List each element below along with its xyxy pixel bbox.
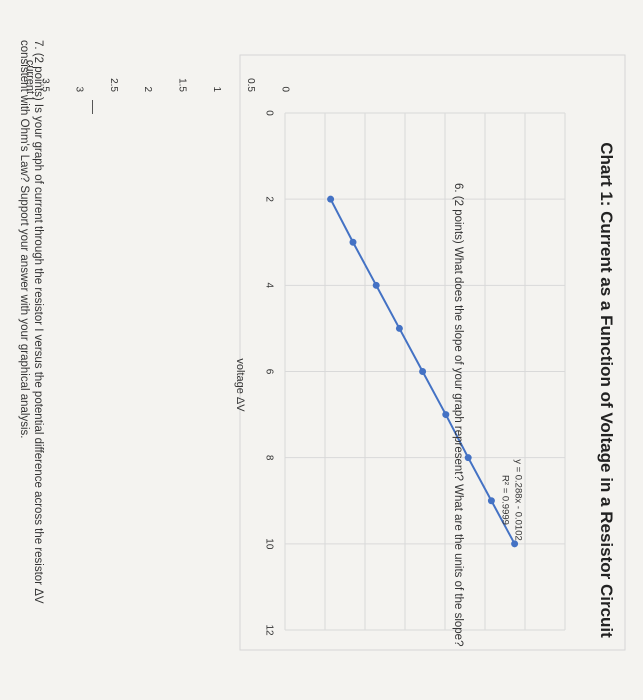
data-point xyxy=(487,497,495,505)
text-cursor xyxy=(92,100,93,114)
x-tick-label: 4 xyxy=(263,283,274,289)
y-axis-title: current I xyxy=(24,60,36,100)
y-tick-label: 1.5 xyxy=(177,78,188,92)
y-tick-label: 0 xyxy=(279,86,290,92)
x-tick-label: 6 xyxy=(263,369,274,375)
question-6: 6. (2 points) What does the slope of you… xyxy=(452,183,464,647)
x-axis-title: voltage ΔV xyxy=(234,358,246,412)
data-point xyxy=(372,281,380,289)
x-tick-label: 0 xyxy=(263,110,274,116)
y-tick-label: 3.5 xyxy=(39,78,50,92)
y-tick-label: 2 xyxy=(142,86,153,92)
data-point xyxy=(511,540,519,548)
chart-frame xyxy=(239,54,626,651)
y-tick-label: 0.5 xyxy=(245,78,256,92)
y-tick-label: 3 xyxy=(74,86,85,92)
data-point xyxy=(442,411,450,419)
trendline-label: R² = 0.9999 xyxy=(499,475,510,525)
question-7-line: consistent with Ohm's Law? Support your … xyxy=(18,40,30,439)
x-tick-label: 8 xyxy=(263,455,274,461)
y-tick-label: 1 xyxy=(211,86,222,92)
x-tick-label: 12 xyxy=(263,624,274,636)
x-tick-label: 2 xyxy=(263,196,274,202)
data-point xyxy=(395,324,403,332)
data-point xyxy=(464,454,472,462)
x-tick-label: 10 xyxy=(263,538,274,550)
y-tick-label: 2.5 xyxy=(108,78,119,92)
question-7-line: 7. (2 points) Is your graph of current t… xyxy=(32,40,44,604)
data-point xyxy=(327,195,335,203)
data-point xyxy=(349,238,357,246)
trendline-label: y = 0.288x - 0.0102 xyxy=(512,459,523,541)
data-point xyxy=(419,368,427,375)
